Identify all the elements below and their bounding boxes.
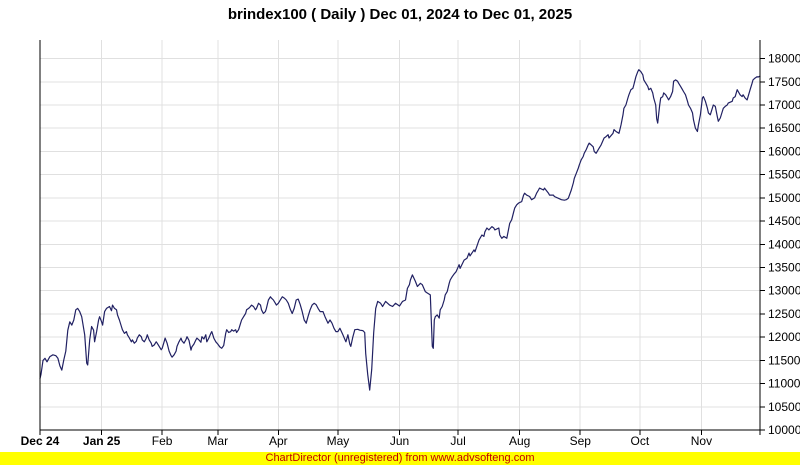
y-tick-label: 17000: [768, 98, 800, 112]
chart-title: brindex100 ( Daily ) Dec 01, 2024 to Dec…: [227, 6, 573, 23]
y-tick-label: 15500: [768, 168, 800, 182]
x-tick-label: Mar: [207, 434, 228, 448]
y-tick-label: 11000: [768, 377, 800, 391]
y-tick-label: 12000: [768, 330, 800, 344]
x-tick-label: Aug: [509, 434, 530, 448]
y-tick-label: 14000: [768, 237, 800, 251]
y-tick-label: 17500: [768, 75, 800, 89]
y-tick-label: 10000: [768, 423, 800, 437]
x-tick-label: Jun: [390, 434, 409, 448]
y-tick-label: 16000: [768, 144, 800, 158]
x-tick-label: Jul: [450, 434, 465, 448]
y-tick-label: 18000: [768, 52, 800, 66]
y-tick-label: 15000: [768, 191, 800, 205]
x-tick-label: Sep: [570, 434, 592, 448]
y-tick-label: 11500: [768, 353, 800, 367]
y-tick-label: 14500: [768, 214, 800, 228]
x-tick-label: Oct: [630, 434, 649, 448]
y-tick-label: 13500: [768, 261, 800, 275]
y-tick-label: 10500: [768, 400, 800, 414]
x-tick-label: Jan 25: [83, 434, 121, 448]
y-tick-label: 13000: [768, 284, 800, 298]
footer-text: ChartDirector (unregistered) from www.ad…: [265, 452, 535, 464]
footer-banner: ChartDirector (unregistered) from www.ad…: [0, 452, 800, 465]
y-tick-label: 12500: [768, 307, 800, 321]
x-tick-label: Dec 24: [21, 434, 60, 448]
x-tick-label: Feb: [152, 434, 173, 448]
x-tick-label: Nov: [691, 434, 712, 448]
x-tick-label: Apr: [269, 434, 288, 448]
y-tick-label: 16500: [768, 121, 800, 135]
x-tick-label: May: [327, 434, 350, 448]
series-line-brindex100: [39, 69, 761, 391]
